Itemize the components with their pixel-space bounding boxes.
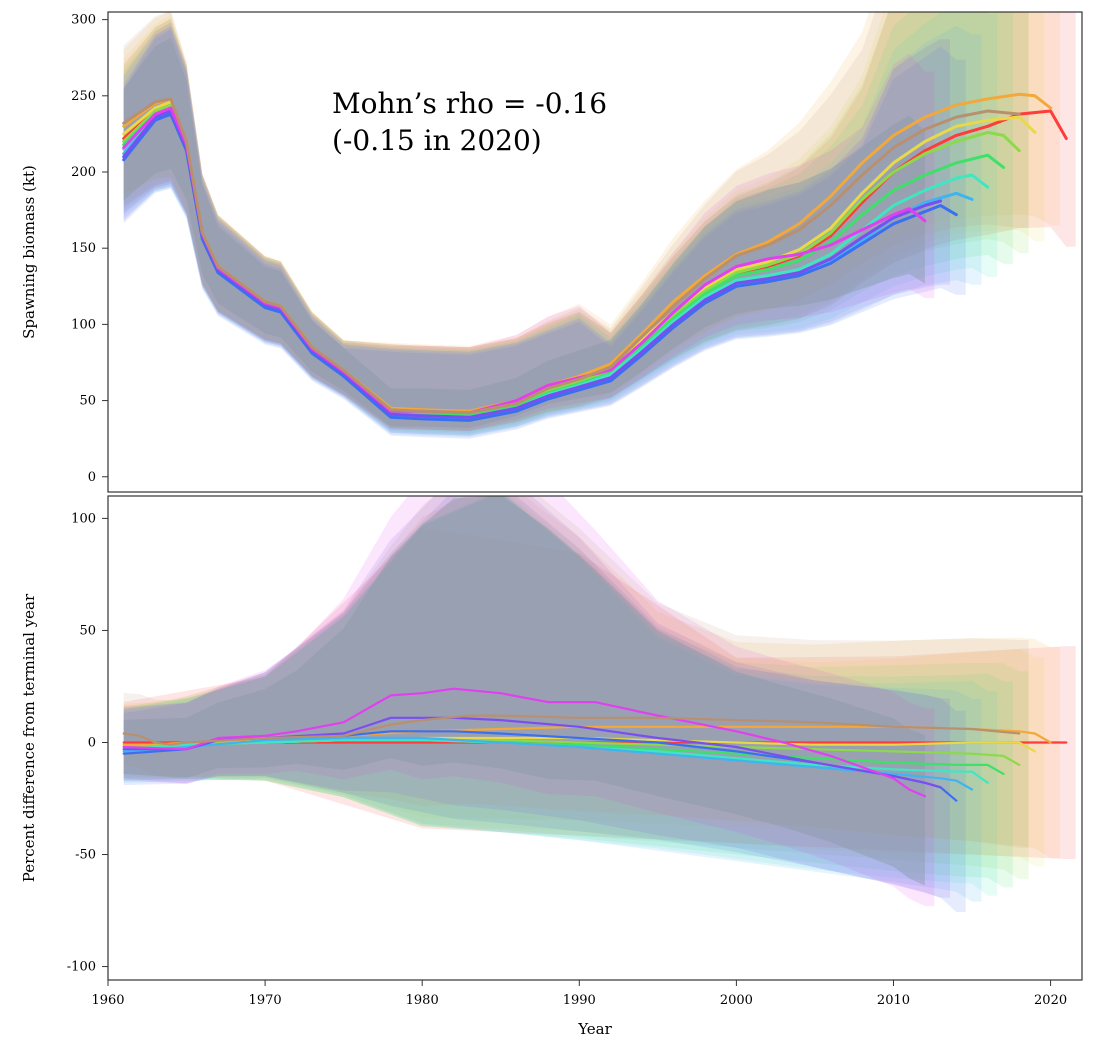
- confidence-band: [123, 496, 966, 912]
- confidence-band: [123, 12, 1029, 431]
- y-tick-label: 0: [88, 735, 96, 750]
- spawning-biomass-panel: 0 50 100 150 200 250 300 Spawning biomass (kt)…: [20, 11, 1083, 493]
- overlap-band: [123, 496, 925, 886]
- overlap-band: [123, 37, 925, 428]
- confidence-band: [123, 496, 998, 896]
- confidence-band: [123, 496, 950, 898]
- x-tick-label: 1990: [563, 993, 596, 1008]
- confidence-band: [123, 496, 1029, 880]
- y-tick-label: 150: [71, 241, 96, 256]
- series-line-10: [122, 687, 927, 798]
- confidence-band: [123, 496, 1013, 888]
- confidence-band: [123, 26, 950, 436]
- confidence-band: [123, 496, 982, 902]
- confidence-band: [123, 25, 982, 438]
- x-axis-label: Year: [577, 1020, 612, 1038]
- confidence-band: [123, 528, 1076, 859]
- confidence-band: [123, 496, 1045, 867]
- bottom-y-axis: -100 -50 0 50 100: [67, 511, 108, 975]
- x-tick-label: 1980: [406, 993, 439, 1008]
- top-panel-frame: [107, 11, 1083, 493]
- bottom-panel-frame: [107, 495, 1083, 981]
- y-tick-label: 100: [71, 317, 96, 332]
- x-tick-label: 2010: [877, 993, 910, 1008]
- confidence-band: [123, 29, 966, 439]
- x-axis: 1960 1970 1980 1990 2000 2010 2020: [91, 980, 1067, 1008]
- y-tick-label: 50: [79, 623, 96, 638]
- y-tick-label: 0: [88, 470, 96, 485]
- confidence-band: [123, 496, 935, 907]
- x-tick-label: 2000: [720, 993, 753, 1008]
- series-line-11: [122, 714, 1021, 746]
- y-tick-label: -50: [75, 848, 96, 863]
- top-series-lines: [122, 92, 1068, 422]
- series-line-6: [122, 739, 989, 784]
- confidence-band: [123, 12, 998, 436]
- bottom-y-axis-label: Percent difference from terminal year: [20, 593, 38, 882]
- confidence-band: [123, 12, 1060, 430]
- y-tick-label: 100: [71, 511, 96, 526]
- top-y-axis: 0 50 100 150 200 250 300: [71, 13, 108, 485]
- x-tick-label: 1960: [91, 993, 124, 1008]
- confidence-band: [123, 12, 1045, 431]
- bottom-confidence-bands: [123, 496, 1076, 912]
- y-tick-label: 300: [71, 13, 96, 28]
- percent-difference-panel: -100 -50 0 50 100 1960 1970 1980 1990 2000 2010 20…: [20, 495, 1083, 1038]
- confidence-band: [123, 22, 935, 432]
- y-tick-label: 50: [79, 394, 96, 409]
- series-line-11: [122, 97, 1021, 415]
- confidence-band: [123, 12, 1029, 433]
- mohns-rho-2020-annotation: (-0.15 in 2020): [332, 124, 542, 157]
- y-tick-label: -100: [67, 960, 96, 975]
- bottom-series-lines: [122, 687, 1068, 802]
- y-tick-label: 200: [71, 165, 96, 180]
- top-y-axis-label: Spawning biomass (kt): [20, 165, 38, 339]
- series-line-7: [122, 736, 974, 791]
- y-tick-label: 250: [71, 89, 96, 104]
- x-tick-label: 1970: [249, 993, 282, 1008]
- x-tick-label: 2020: [1034, 993, 1067, 1008]
- top-confidence-bands: [123, 12, 1076, 439]
- mohns-rho-annotation: Mohn’s rho = -0.16: [332, 87, 607, 120]
